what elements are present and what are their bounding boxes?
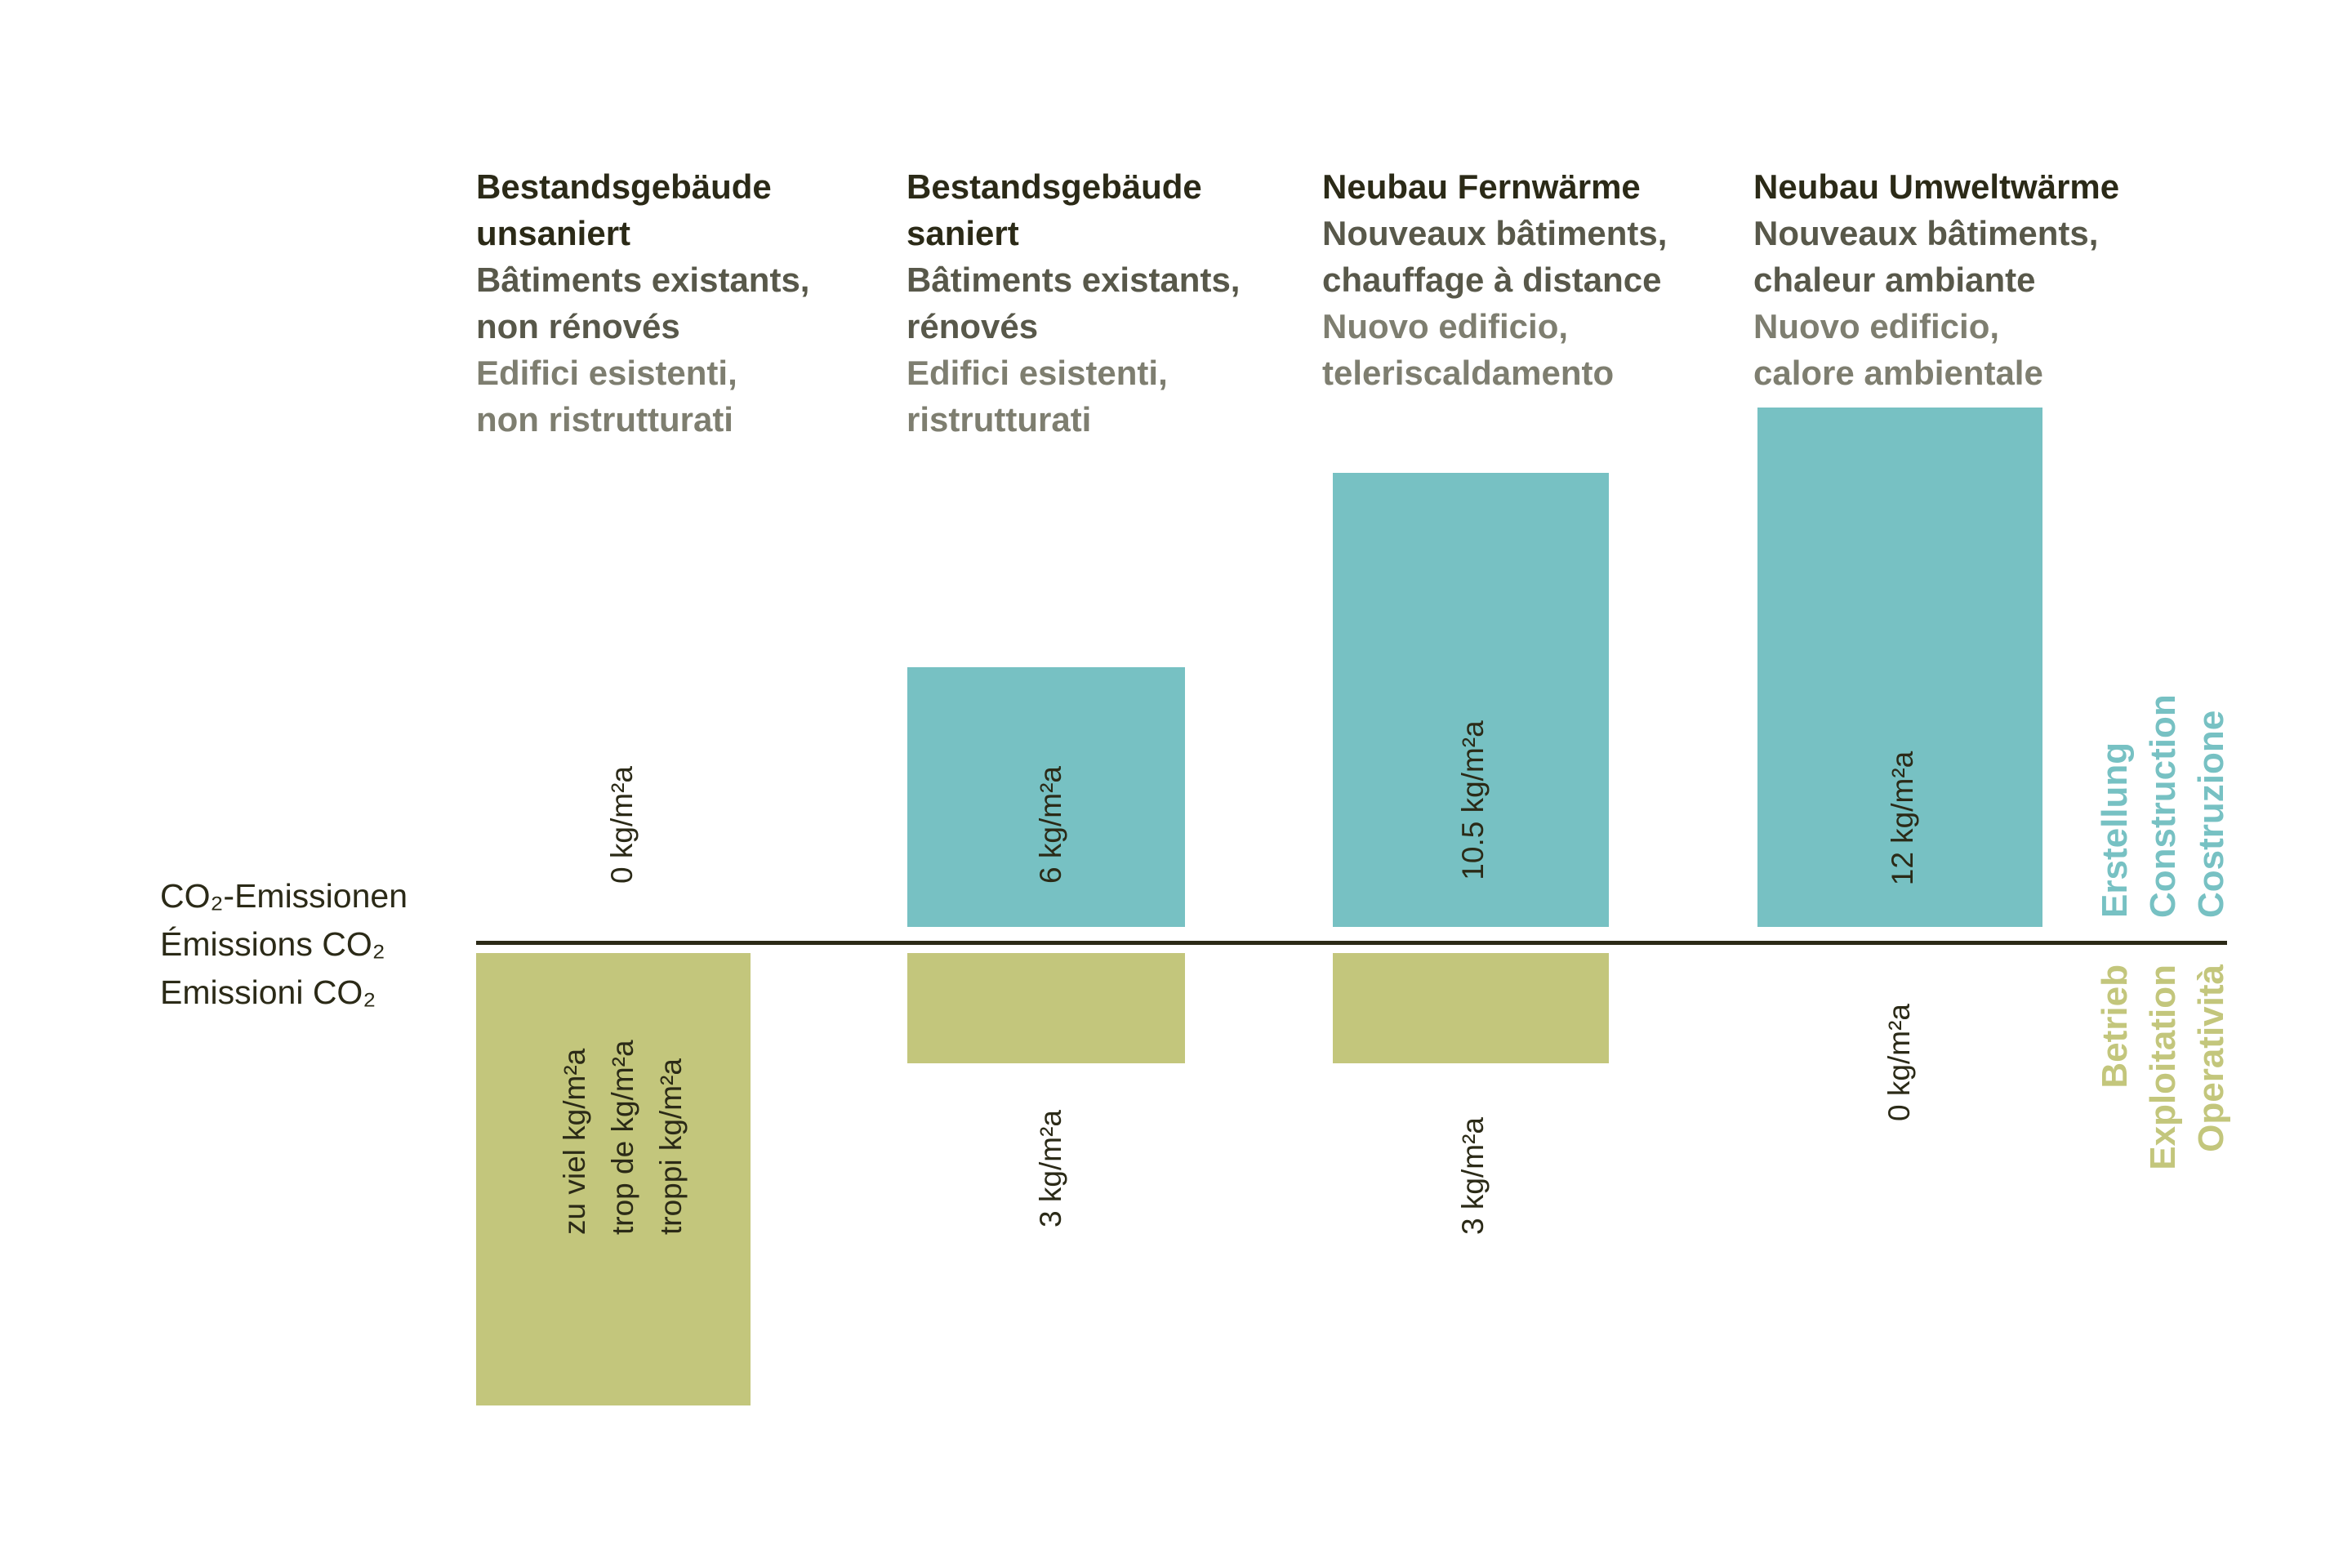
category-header-1: Bestandsgebäude unsaniert Bâtiments exis… (476, 163, 901, 443)
operation-label-1-de: zu viel kg/m²a (558, 1048, 591, 1235)
category-de: Bestandsgebäude saniert (906, 167, 1202, 252)
operation-bar-3 (1333, 953, 1609, 1063)
construction-label-1: 0 kg/m²a (605, 766, 639, 884)
legend-operation-it: Operatività (2191, 964, 2231, 1152)
category-it: Edifici esistenti, non ristrutturati (476, 354, 737, 439)
category-de: Neubau Fernwärme (1322, 167, 1641, 206)
construction-label-2: 6 kg/m²a (1034, 766, 1067, 884)
legend-operation-fr: Exploitation (2143, 964, 2183, 1170)
category-fr: Nouveaux bâtiments, chauffage à distance (1322, 214, 1668, 299)
category-it: Nuovo edificio, teleriscaldamento (1322, 307, 1615, 392)
y-axis-label-de: CO₂-Emissionen (160, 877, 408, 915)
category-header-4: Neubau Umweltwärme Nouveaux bâtiments, c… (1753, 163, 2178, 396)
category-de: Bestandsgebäude unsaniert (476, 167, 772, 252)
legend-operation: Betrieb Exploitation Operatività (2091, 964, 2235, 1291)
construction-label-4: 12 kg/m²a (1886, 751, 1919, 886)
zero-axis-line (476, 941, 2227, 945)
construction-bar-2 (907, 667, 1185, 927)
legend-construction-de: Erstellung (2095, 742, 2135, 918)
category-fr: Bâtiments existants, non rénovés (476, 261, 810, 345)
construction-label-3: 10.5 kg/m²a (1456, 720, 1490, 880)
legend-construction: Erstellung Construction Costruzione (2091, 694, 2235, 918)
category-fr: Nouveaux bâtiments, chaleur ambiante (1753, 214, 2099, 299)
operation-label-1: zu viel kg/m²a trop de kg/m²a troppi kg/… (550, 1040, 695, 1235)
legend-construction-it: Costruzione (2191, 710, 2231, 918)
operation-label-4: 0 kg/m²a (1882, 1004, 1916, 1121)
y-axis-label: CO₂-Emissionen Émissions CO₂ Emissioni C… (160, 872, 408, 1017)
category-fr: Bâtiments existants, rénovés (906, 261, 1241, 345)
category-it: Nuovo edificio, calore ambientale (1753, 307, 2043, 392)
operation-label-1-it: troppi kg/m²a (654, 1058, 688, 1235)
legend-construction-fr: Construction (2143, 694, 2183, 918)
legend-operation-de: Betrieb (2095, 964, 2135, 1089)
category-header-3: Neubau Fernwärme Nouveaux bâtiments, cha… (1322, 163, 1747, 396)
category-header-2: Bestandsgebäude saniert Bâtiments exista… (906, 163, 1331, 443)
operation-bar-2 (907, 953, 1185, 1063)
operation-label-3: 3 kg/m²a (1456, 1117, 1490, 1235)
y-axis-label-it: Emissioni CO₂ (160, 973, 376, 1011)
construction-bar-3 (1333, 472, 1609, 927)
y-axis-label-fr: Émissions CO₂ (160, 925, 385, 963)
operation-label-2: 3 kg/m²a (1034, 1110, 1067, 1227)
construction-bar-4 (1757, 408, 2042, 927)
category-de: Neubau Umweltwärme (1753, 167, 2120, 206)
category-it: Edifici esistenti, ristrutturati (906, 354, 1168, 439)
operation-label-1-fr: trop de kg/m²a (606, 1040, 639, 1235)
operation-bar-1 (476, 953, 751, 1405)
